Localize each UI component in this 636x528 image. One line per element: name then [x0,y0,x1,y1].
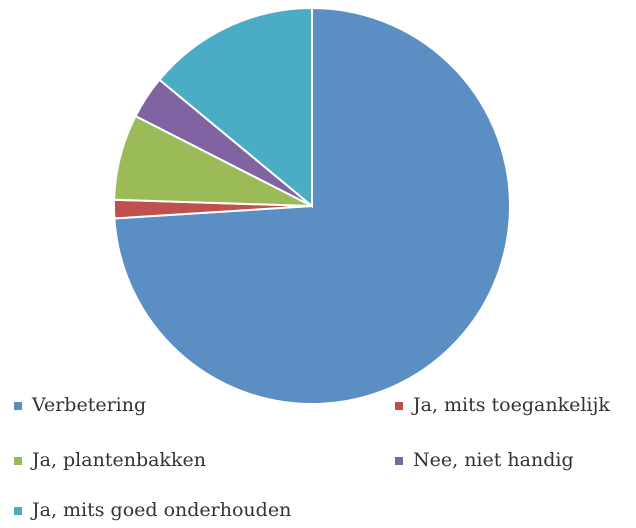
legend-label: Nee, niet handig [413,449,574,471]
legend-swatch [395,402,403,410]
legend-label: Ja, mits goed onderhouden [30,499,291,521]
legend-swatch [14,457,22,465]
legend-swatch [395,457,403,465]
pie-slice [158,6,313,209]
legend-label: Ja, mits toegankelijk [411,394,610,416]
legend-label: Verbetering [31,394,146,416]
legend-swatch [14,507,22,515]
legend-label: Ja, plantenbakken [30,449,206,471]
legend-swatch [14,402,22,410]
